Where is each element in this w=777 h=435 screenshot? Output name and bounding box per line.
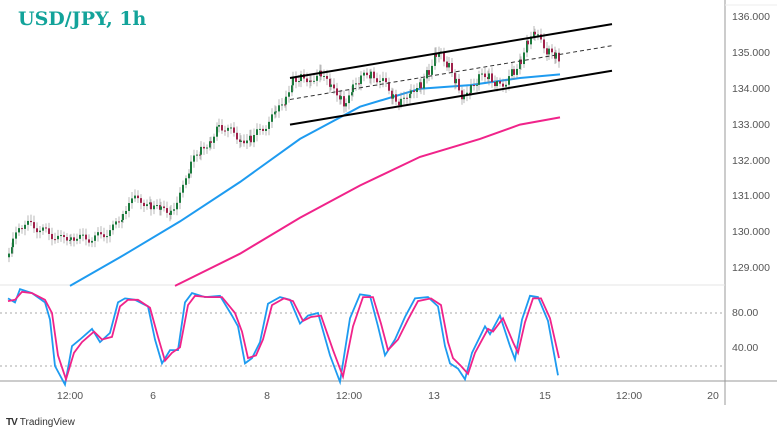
channel-mid-line[interactable] xyxy=(289,45,613,100)
tradingview-logo-icon: TV xyxy=(6,417,18,428)
tradingview-brand[interactable]: TV TradingView xyxy=(6,417,75,428)
time-label: 6 xyxy=(150,390,156,402)
time-label: 12:00 xyxy=(615,390,643,402)
ma-slow-line xyxy=(174,116,561,287)
osc-label: 40.00 xyxy=(732,342,759,354)
time-label: 12:00 xyxy=(335,390,363,402)
moving-averages xyxy=(69,73,561,287)
time-label: 8 xyxy=(264,390,270,402)
osc-label: 80.00 xyxy=(732,307,759,319)
price-label: 136.000 xyxy=(732,11,770,23)
price-label: 135.000 xyxy=(732,47,770,59)
stoch-d-line xyxy=(7,290,560,383)
stochastic-oscillator xyxy=(7,287,560,388)
channel-lower-line[interactable] xyxy=(289,69,613,126)
time-label: 13 xyxy=(428,390,440,402)
time-label: 15 xyxy=(539,390,551,402)
price-label: 131.000 xyxy=(732,190,770,202)
time-label: 12:00 xyxy=(56,390,84,402)
price-label: 133.000 xyxy=(732,119,770,131)
channel-upper-line[interactable] xyxy=(289,23,613,79)
ma-fast-line xyxy=(69,73,561,287)
price-label: 132.000 xyxy=(732,155,770,167)
time-label: 20 xyxy=(707,390,719,402)
price-series xyxy=(8,25,560,263)
brand-name: TradingView xyxy=(19,417,75,428)
chart-title: USD/JPY, 1h xyxy=(18,8,147,30)
price-label: 134.000 xyxy=(732,83,770,95)
stoch-k-line xyxy=(7,287,559,388)
price-label: 130.000 xyxy=(732,226,770,238)
ascending-channel[interactable] xyxy=(289,23,613,126)
price-label: 129.000 xyxy=(732,262,770,274)
